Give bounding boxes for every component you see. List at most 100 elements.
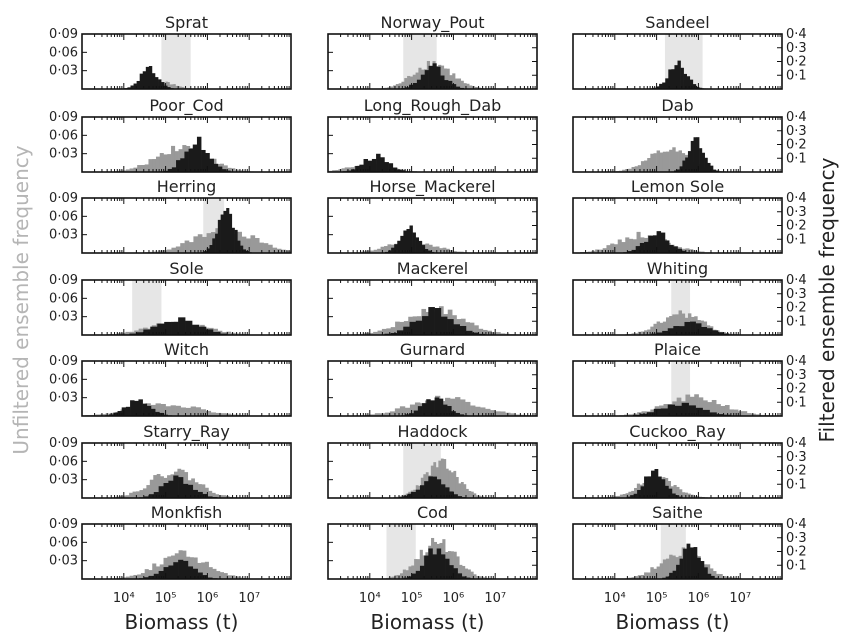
filtered-bar bbox=[428, 307, 435, 335]
y-tick-label-right: 0·3 bbox=[786, 368, 807, 383]
unfiltered-bar bbox=[171, 247, 177, 253]
unfiltered-bar bbox=[140, 573, 145, 579]
unfiltered-bar bbox=[463, 484, 467, 498]
filtered-bar bbox=[183, 560, 189, 579]
filtered-bar bbox=[659, 83, 663, 89]
filtered-bar bbox=[178, 317, 186, 335]
filtered-bar bbox=[173, 475, 179, 498]
y-tick-label-right: 0·2 bbox=[786, 138, 807, 153]
panel-title: Herring bbox=[157, 177, 217, 196]
unfiltered-bar bbox=[470, 571, 474, 579]
filtered-bar bbox=[415, 320, 423, 335]
unfiltered-bar bbox=[617, 495, 621, 498]
unfiltered-bar bbox=[148, 570, 153, 579]
filtered-bar bbox=[418, 240, 423, 253]
filtered-bar bbox=[430, 400, 435, 416]
filtered-bar bbox=[459, 325, 467, 335]
x-axis-label: Biomass (t) bbox=[125, 610, 239, 634]
unfiltered-bar bbox=[425, 243, 430, 253]
filtered-bar bbox=[637, 490, 641, 498]
filtered-bar bbox=[436, 66, 441, 89]
unfiltered-bar bbox=[478, 328, 484, 335]
unfiltered-bar bbox=[222, 495, 226, 498]
y-tick-label-right: 0·4 bbox=[786, 517, 807, 532]
filtered-bar bbox=[138, 399, 143, 416]
filtered-bar bbox=[145, 66, 150, 89]
unfiltered-bar bbox=[702, 400, 708, 416]
y-tick-label-left: 0·06 bbox=[49, 291, 78, 306]
unfiltered-bar bbox=[155, 566, 161, 579]
filtered-bar bbox=[448, 80, 453, 89]
unfiltered-bar bbox=[445, 468, 449, 498]
unfiltered-bar bbox=[479, 576, 483, 579]
unfiltered-bar bbox=[435, 246, 440, 253]
panel-title: Whiting bbox=[647, 259, 708, 278]
unfiltered-bar bbox=[622, 494, 626, 498]
unfiltered-bar bbox=[440, 458, 444, 498]
filtered-bar bbox=[434, 308, 442, 335]
unfiltered-bar bbox=[125, 495, 130, 498]
filtered-bar bbox=[660, 232, 666, 253]
unfiltered-bar bbox=[453, 551, 457, 579]
filtered-bar bbox=[432, 554, 437, 579]
unfiltered-bar bbox=[254, 238, 260, 253]
filtered-bar bbox=[144, 577, 150, 579]
filtered-bar bbox=[415, 237, 420, 253]
filtered-bar bbox=[461, 576, 467, 579]
unfiltered-bar bbox=[644, 330, 648, 335]
filtered-bar bbox=[205, 153, 210, 172]
unfiltered-bar bbox=[631, 577, 635, 579]
unfiltered-bar bbox=[450, 398, 456, 416]
filtered-bar bbox=[424, 481, 429, 498]
filtered-bar bbox=[158, 570, 164, 579]
filtered-bar bbox=[231, 227, 235, 253]
unfiltered-bar bbox=[201, 562, 206, 579]
unfiltered-bar bbox=[408, 566, 412, 579]
y-axis-label-right: Filtered ensemble frequency bbox=[815, 157, 839, 442]
panel-herring: Herring 0·09 0·06 0·03 bbox=[49, 177, 292, 254]
panel-title: Sole bbox=[169, 259, 203, 278]
filtered-bar bbox=[113, 412, 118, 416]
filtered-bar bbox=[436, 479, 442, 498]
panel-title: Starry_Ray bbox=[143, 422, 230, 442]
filtered-bar bbox=[644, 476, 648, 498]
panel-frame bbox=[81, 33, 292, 90]
filtered-bar bbox=[155, 411, 160, 416]
filtered-bar bbox=[656, 86, 660, 89]
unfiltered-bar bbox=[716, 404, 721, 416]
unfiltered-bar bbox=[105, 413, 111, 416]
unfiltered-bar bbox=[144, 164, 149, 172]
unfiltered-bar bbox=[390, 327, 396, 335]
unfiltered-bar bbox=[210, 412, 217, 416]
y-tick-label-right: 0·4 bbox=[786, 436, 807, 451]
unfiltered-bar bbox=[211, 492, 216, 498]
filtered-bar bbox=[652, 235, 657, 253]
panel-title: Haddock bbox=[398, 422, 469, 441]
unfiltered-bar bbox=[452, 251, 457, 253]
unfiltered-bar bbox=[719, 574, 723, 579]
filtered-bar bbox=[699, 148, 703, 172]
unfiltered-bar bbox=[398, 83, 402, 89]
y-tick-label-right: 0·1 bbox=[786, 232, 807, 247]
filtered-bar bbox=[237, 240, 241, 253]
filtered-bar bbox=[184, 151, 189, 172]
unfiltered-bar bbox=[387, 87, 391, 89]
unfiltered-bar bbox=[446, 248, 450, 253]
unfiltered-bar bbox=[460, 482, 464, 498]
unfiltered-bar bbox=[268, 244, 273, 253]
y-tick-label-right: 0·1 bbox=[786, 558, 807, 573]
unfiltered-bar bbox=[681, 313, 686, 335]
x-tick-label: 10⁷ bbox=[238, 591, 260, 606]
filtered-bar bbox=[394, 244, 398, 253]
unfiltered-bar bbox=[459, 564, 463, 579]
unfiltered-bar bbox=[238, 170, 243, 172]
filtered-bar bbox=[220, 214, 224, 253]
filtered-bar bbox=[397, 240, 401, 253]
filtered-bar bbox=[706, 328, 713, 335]
panel-title: Dab bbox=[661, 96, 693, 115]
unfiltered-bar bbox=[470, 405, 476, 416]
filtered-bar bbox=[707, 573, 712, 579]
panel-monkfish: Monkfish 0·09 0·06 0·03 10⁴ 10⁵ 10⁶ 10⁷ Biomass … bbox=[49, 503, 292, 634]
unfiltered-bar bbox=[189, 242, 194, 253]
